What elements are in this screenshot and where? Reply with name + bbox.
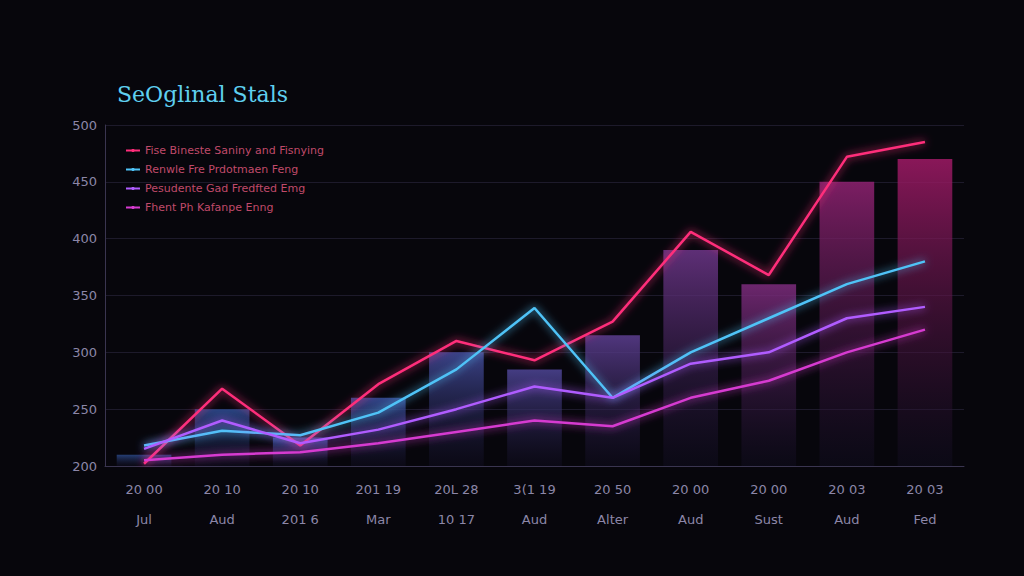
svg-text:Fed: Fed: [913, 512, 936, 527]
svg-text:20 10: 20 10: [204, 482, 241, 497]
svg-text:Pesudente Gad Fredfted Emg: Pesudente Gad Fredfted Emg: [145, 182, 305, 195]
svg-text:450: 450: [72, 174, 97, 189]
svg-text:Jul: Jul: [135, 512, 152, 527]
svg-text:3(1 19: 3(1 19: [513, 482, 555, 497]
svg-text:20 10: 20 10: [282, 482, 319, 497]
svg-text:400: 400: [72, 231, 97, 246]
svg-text:Aud: Aud: [209, 512, 234, 527]
svg-text:300: 300: [72, 345, 97, 360]
svg-text:200: 200: [72, 459, 97, 474]
svg-text:201 6: 201 6: [282, 512, 319, 527]
svg-text:SeOglinal Stals: SeOglinal Stals: [117, 82, 288, 107]
svg-text:Renwle Fre Prdotmaen Feng: Renwle Fre Prdotmaen Feng: [145, 163, 298, 176]
svg-text:350: 350: [72, 288, 97, 303]
svg-text:20 03: 20 03: [828, 482, 865, 497]
svg-text:250: 250: [72, 402, 97, 417]
svg-text:Fise Bineste Saniny and Fisnyi: Fise Bineste Saniny and Fisnying: [145, 144, 324, 157]
svg-text:Aud: Aud: [834, 512, 859, 527]
svg-text:Fhent Ph Kafanpe Enng: Fhent Ph Kafanpe Enng: [145, 201, 273, 214]
svg-text:201 19: 201 19: [356, 482, 402, 497]
svg-text:20 00: 20 00: [672, 482, 709, 497]
svg-text:Mar: Mar: [366, 512, 391, 527]
svg-text:20 00: 20 00: [750, 482, 787, 497]
svg-text:Aud: Aud: [522, 512, 547, 527]
svg-text:500: 500: [72, 118, 97, 133]
svg-text:10 17: 10 17: [438, 512, 475, 527]
svg-text:20 03: 20 03: [906, 482, 943, 497]
svg-text:20 00: 20 00: [125, 482, 162, 497]
svg-text:20 50: 20 50: [594, 482, 631, 497]
svg-text:Alter: Alter: [597, 512, 629, 527]
svg-text:20L 28: 20L 28: [434, 482, 478, 497]
svg-text:Sust: Sust: [755, 512, 783, 527]
svg-text:Aud: Aud: [678, 512, 703, 527]
